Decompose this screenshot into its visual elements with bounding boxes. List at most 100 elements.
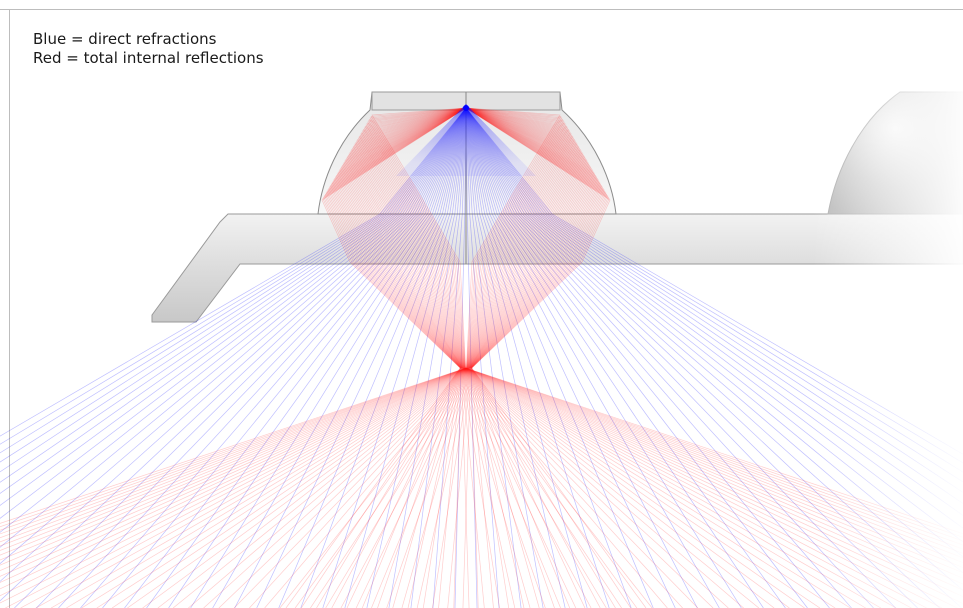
red-ray <box>172 107 585 608</box>
red-ray <box>111 107 581 608</box>
red-ray <box>357 107 927 608</box>
red-ray <box>50 107 578 608</box>
red-ray <box>362 107 963 579</box>
red-ray <box>330 107 467 608</box>
red-ray <box>447 107 600 608</box>
red-ray <box>233 107 588 608</box>
red-ray <box>335 107 531 608</box>
red-ray <box>368 107 963 550</box>
red-ray <box>337 107 577 608</box>
red-ray <box>324 107 467 608</box>
legend: Blue = direct refractions Red = total in… <box>33 30 264 68</box>
red-ray <box>347 107 760 608</box>
red-ray <box>366 107 963 559</box>
total-internal-reflection-rays <box>0 107 963 608</box>
red-ray <box>326 107 467 608</box>
red-ray <box>345 107 714 608</box>
red-ray <box>465 107 605 608</box>
red-ray <box>331 107 470 608</box>
red-ray <box>5 107 575 608</box>
red-ray <box>355 107 595 608</box>
red-ray <box>360 107 963 598</box>
red-ray <box>0 107 575 604</box>
red-ray <box>66 107 579 608</box>
red-ray <box>465 107 603 608</box>
red-ray <box>341 107 638 608</box>
housing-plate <box>151 213 963 323</box>
red-ray <box>465 107 608 608</box>
red-ray <box>371 107 596 608</box>
red-ray <box>327 107 467 608</box>
red-ray <box>328 107 467 608</box>
red-ray <box>325 107 593 608</box>
red-ray <box>20 107 576 608</box>
red-ray <box>348 107 775 608</box>
red-ray <box>0 107 569 561</box>
red-ray <box>416 107 598 608</box>
red-ray <box>0 107 568 556</box>
red-ray <box>325 107 467 608</box>
red-ray <box>465 107 616 608</box>
red-ray <box>342 107 668 608</box>
red-ray <box>356 107 912 608</box>
red-ray <box>330 107 467 608</box>
red-ray <box>142 107 583 608</box>
red-ray <box>346 107 744 608</box>
red-ray <box>465 107 602 608</box>
red-ray <box>340 107 622 608</box>
red-ray <box>0 107 570 572</box>
red-ray <box>465 107 607 608</box>
red-ray <box>0 107 564 535</box>
red-ray <box>350 107 805 608</box>
red-ray <box>264 107 590 608</box>
red-ray <box>310 107 592 608</box>
red-ray <box>386 107 597 608</box>
red-ray <box>371 107 963 535</box>
light-source-point <box>463 105 469 111</box>
red-ray <box>0 107 572 583</box>
red-ray <box>0 107 574 597</box>
red-ray <box>465 107 632 608</box>
red-ray <box>300 107 467 608</box>
red-ray <box>0 107 573 590</box>
red-ray <box>465 107 647 608</box>
red-ray <box>316 107 467 608</box>
red-ray <box>465 107 604 608</box>
red-ray <box>0 107 561 524</box>
red-ray <box>336 107 561 608</box>
red-ray <box>35 107 577 608</box>
red-ray <box>81 107 580 608</box>
red-ray <box>0 107 567 551</box>
red-ray <box>0 107 563 531</box>
red-ray <box>351 107 821 608</box>
red-ray <box>349 107 790 608</box>
red-ray <box>340 107 594 608</box>
frame-border-top <box>0 9 963 10</box>
red-ray <box>465 107 608 608</box>
red-ray <box>351 107 836 608</box>
red-ray <box>333 107 500 608</box>
red-ray <box>465 107 602 608</box>
red-ray <box>324 107 467 608</box>
red-ray <box>332 107 485 608</box>
red-ray <box>203 107 586 608</box>
red-ray <box>294 107 591 608</box>
red-ray <box>157 107 584 608</box>
red-ray <box>0 107 570 566</box>
red-ray <box>346 107 729 608</box>
red-ray <box>329 107 467 608</box>
red-ray <box>285 107 467 608</box>
red-ray <box>334 107 516 608</box>
red-ray <box>362 107 963 585</box>
red-ray <box>0 107 562 528</box>
red-ray <box>0 107 564 539</box>
red-ray <box>369 107 963 542</box>
red-ray <box>249 107 589 608</box>
red-ray <box>462 107 601 608</box>
adjacent-lens-dome <box>827 91 963 215</box>
red-ray <box>0 107 566 547</box>
red-ray <box>357 107 943 608</box>
red-ray <box>363 107 963 574</box>
red-ray <box>0 107 571 577</box>
